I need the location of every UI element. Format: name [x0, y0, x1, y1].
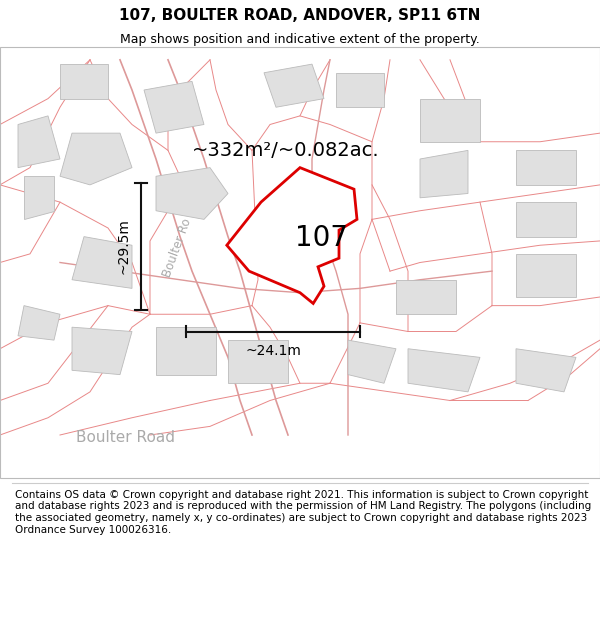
- Text: Boulter Road: Boulter Road: [77, 429, 176, 444]
- Polygon shape: [516, 349, 576, 392]
- Polygon shape: [264, 64, 324, 108]
- Polygon shape: [228, 340, 288, 383]
- Polygon shape: [72, 237, 132, 288]
- Polygon shape: [348, 340, 396, 383]
- Polygon shape: [516, 202, 576, 237]
- Polygon shape: [420, 151, 468, 198]
- Polygon shape: [420, 99, 480, 142]
- Text: ~29.5m: ~29.5m: [116, 218, 130, 274]
- Text: ~24.1m: ~24.1m: [245, 344, 301, 357]
- Polygon shape: [156, 168, 228, 219]
- Text: Boulter Ro: Boulter Ro: [160, 216, 194, 279]
- Polygon shape: [72, 328, 132, 374]
- Polygon shape: [144, 81, 204, 133]
- Polygon shape: [227, 168, 357, 304]
- Polygon shape: [408, 349, 480, 392]
- Polygon shape: [60, 64, 108, 99]
- Polygon shape: [18, 116, 60, 168]
- Polygon shape: [24, 176, 54, 219]
- Polygon shape: [156, 328, 216, 374]
- Text: 107: 107: [295, 224, 348, 252]
- Polygon shape: [336, 72, 384, 107]
- Text: Contains OS data © Crown copyright and database right 2021. This information is : Contains OS data © Crown copyright and d…: [15, 490, 591, 534]
- Polygon shape: [18, 306, 60, 340]
- Polygon shape: [396, 280, 456, 314]
- Text: 107, BOULTER ROAD, ANDOVER, SP11 6TN: 107, BOULTER ROAD, ANDOVER, SP11 6TN: [119, 8, 481, 23]
- Text: ~332m²/~0.082ac.: ~332m²/~0.082ac.: [192, 141, 380, 160]
- Text: Map shows position and indicative extent of the property.: Map shows position and indicative extent…: [120, 32, 480, 46]
- Polygon shape: [60, 133, 132, 185]
- Polygon shape: [516, 254, 576, 297]
- Polygon shape: [516, 151, 576, 185]
